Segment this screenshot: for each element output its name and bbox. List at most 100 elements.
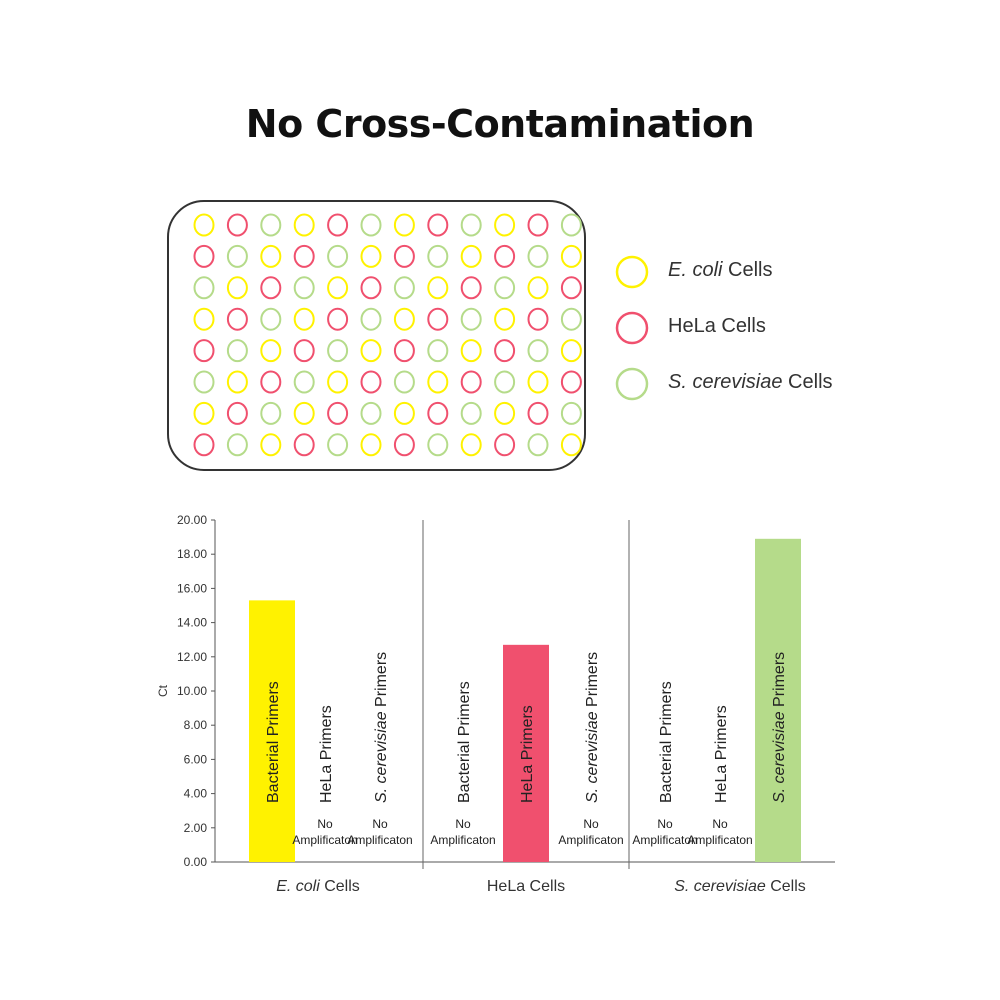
well bbox=[560, 307, 582, 331]
well bbox=[494, 401, 516, 425]
well bbox=[527, 307, 549, 331]
bar bbox=[755, 538, 801, 862]
well bbox=[293, 433, 315, 457]
bar-label: S. cerevisiae Primers bbox=[373, 652, 390, 803]
well bbox=[527, 433, 549, 457]
bar-label: S. cerevisiae Primers bbox=[584, 652, 601, 803]
well bbox=[226, 213, 248, 237]
legend-label: Cells bbox=[782, 371, 833, 393]
well bbox=[527, 401, 549, 425]
well bbox=[393, 213, 415, 237]
well bbox=[327, 307, 349, 331]
y-tick-label: 20.00 bbox=[177, 513, 207, 527]
well bbox=[460, 401, 482, 425]
well bbox=[226, 370, 248, 394]
well bbox=[427, 370, 449, 394]
well bbox=[360, 213, 382, 237]
well bbox=[393, 370, 415, 394]
well bbox=[560, 370, 582, 394]
well bbox=[327, 433, 349, 457]
well bbox=[527, 276, 549, 300]
legend-label: HeLa Cells bbox=[668, 315, 766, 337]
bar-label: Bacterial Primers bbox=[658, 681, 675, 803]
legend-swatch bbox=[615, 367, 649, 401]
well bbox=[393, 307, 415, 331]
well bbox=[560, 339, 582, 363]
well bbox=[293, 370, 315, 394]
well bbox=[327, 339, 349, 363]
well bbox=[494, 433, 516, 457]
well bbox=[527, 339, 549, 363]
bar-label: S. cerevisiae Primers bbox=[771, 652, 788, 803]
bar-label: HeLa Primers bbox=[713, 705, 730, 803]
well bbox=[260, 433, 282, 457]
no-amplification-label: No bbox=[372, 817, 388, 831]
well bbox=[427, 433, 449, 457]
well bbox=[226, 244, 248, 268]
y-tick-label: 6.00 bbox=[184, 752, 208, 766]
well bbox=[494, 370, 516, 394]
well bbox=[360, 401, 382, 425]
well bbox=[560, 213, 582, 237]
well bbox=[193, 339, 215, 363]
no-amplification-label: Amplificaton bbox=[292, 833, 357, 847]
well bbox=[560, 276, 582, 300]
well bbox=[360, 276, 382, 300]
well bbox=[427, 401, 449, 425]
well bbox=[527, 370, 549, 394]
well bbox=[327, 370, 349, 394]
well bbox=[260, 244, 282, 268]
well bbox=[560, 401, 582, 425]
well bbox=[293, 307, 315, 331]
well bbox=[193, 276, 215, 300]
well bbox=[427, 276, 449, 300]
y-tick-label: 2.00 bbox=[184, 821, 208, 835]
well bbox=[427, 339, 449, 363]
well bbox=[494, 244, 516, 268]
well bbox=[260, 370, 282, 394]
well bbox=[260, 401, 282, 425]
well bbox=[293, 339, 315, 363]
no-amplification-label: No bbox=[712, 817, 728, 831]
well bbox=[460, 244, 482, 268]
well bbox=[393, 244, 415, 268]
bar-label: Bacterial Primers bbox=[265, 681, 282, 803]
group-label: E. coli Cells bbox=[276, 878, 360, 895]
well bbox=[293, 276, 315, 300]
well bbox=[427, 213, 449, 237]
well bbox=[193, 244, 215, 268]
well bbox=[360, 244, 382, 268]
no-amplification-label: No bbox=[657, 817, 673, 831]
well bbox=[494, 276, 516, 300]
bar-label: HeLa Primers bbox=[318, 705, 335, 803]
well bbox=[226, 307, 248, 331]
no-amplification-label: No bbox=[455, 817, 471, 831]
well bbox=[327, 276, 349, 300]
well bbox=[460, 213, 482, 237]
well bbox=[393, 433, 415, 457]
well bbox=[393, 276, 415, 300]
well bbox=[327, 401, 349, 425]
y-axis-label: Ct bbox=[156, 684, 170, 697]
y-tick-label: 12.00 bbox=[177, 650, 207, 664]
no-amplification-label: Amplificaton bbox=[347, 833, 412, 847]
well bbox=[226, 401, 248, 425]
y-tick-label: 8.00 bbox=[184, 718, 208, 732]
legend-swatch bbox=[615, 311, 649, 345]
well bbox=[427, 244, 449, 268]
legend-swatch bbox=[615, 255, 649, 289]
y-tick-label: 0.00 bbox=[184, 855, 208, 869]
well bbox=[226, 276, 248, 300]
well bbox=[494, 213, 516, 237]
legend-item: S. cerevisiae Cells bbox=[668, 371, 833, 394]
well bbox=[226, 433, 248, 457]
group-label: S. cerevisiae Cells bbox=[674, 878, 806, 895]
no-amplification-label: No bbox=[317, 817, 333, 831]
well bbox=[560, 433, 582, 457]
bar-label: HeLa Primers bbox=[519, 705, 536, 803]
well bbox=[193, 433, 215, 457]
well bbox=[527, 213, 549, 237]
no-amplification-label: Amplificaton bbox=[430, 833, 495, 847]
well bbox=[260, 276, 282, 300]
